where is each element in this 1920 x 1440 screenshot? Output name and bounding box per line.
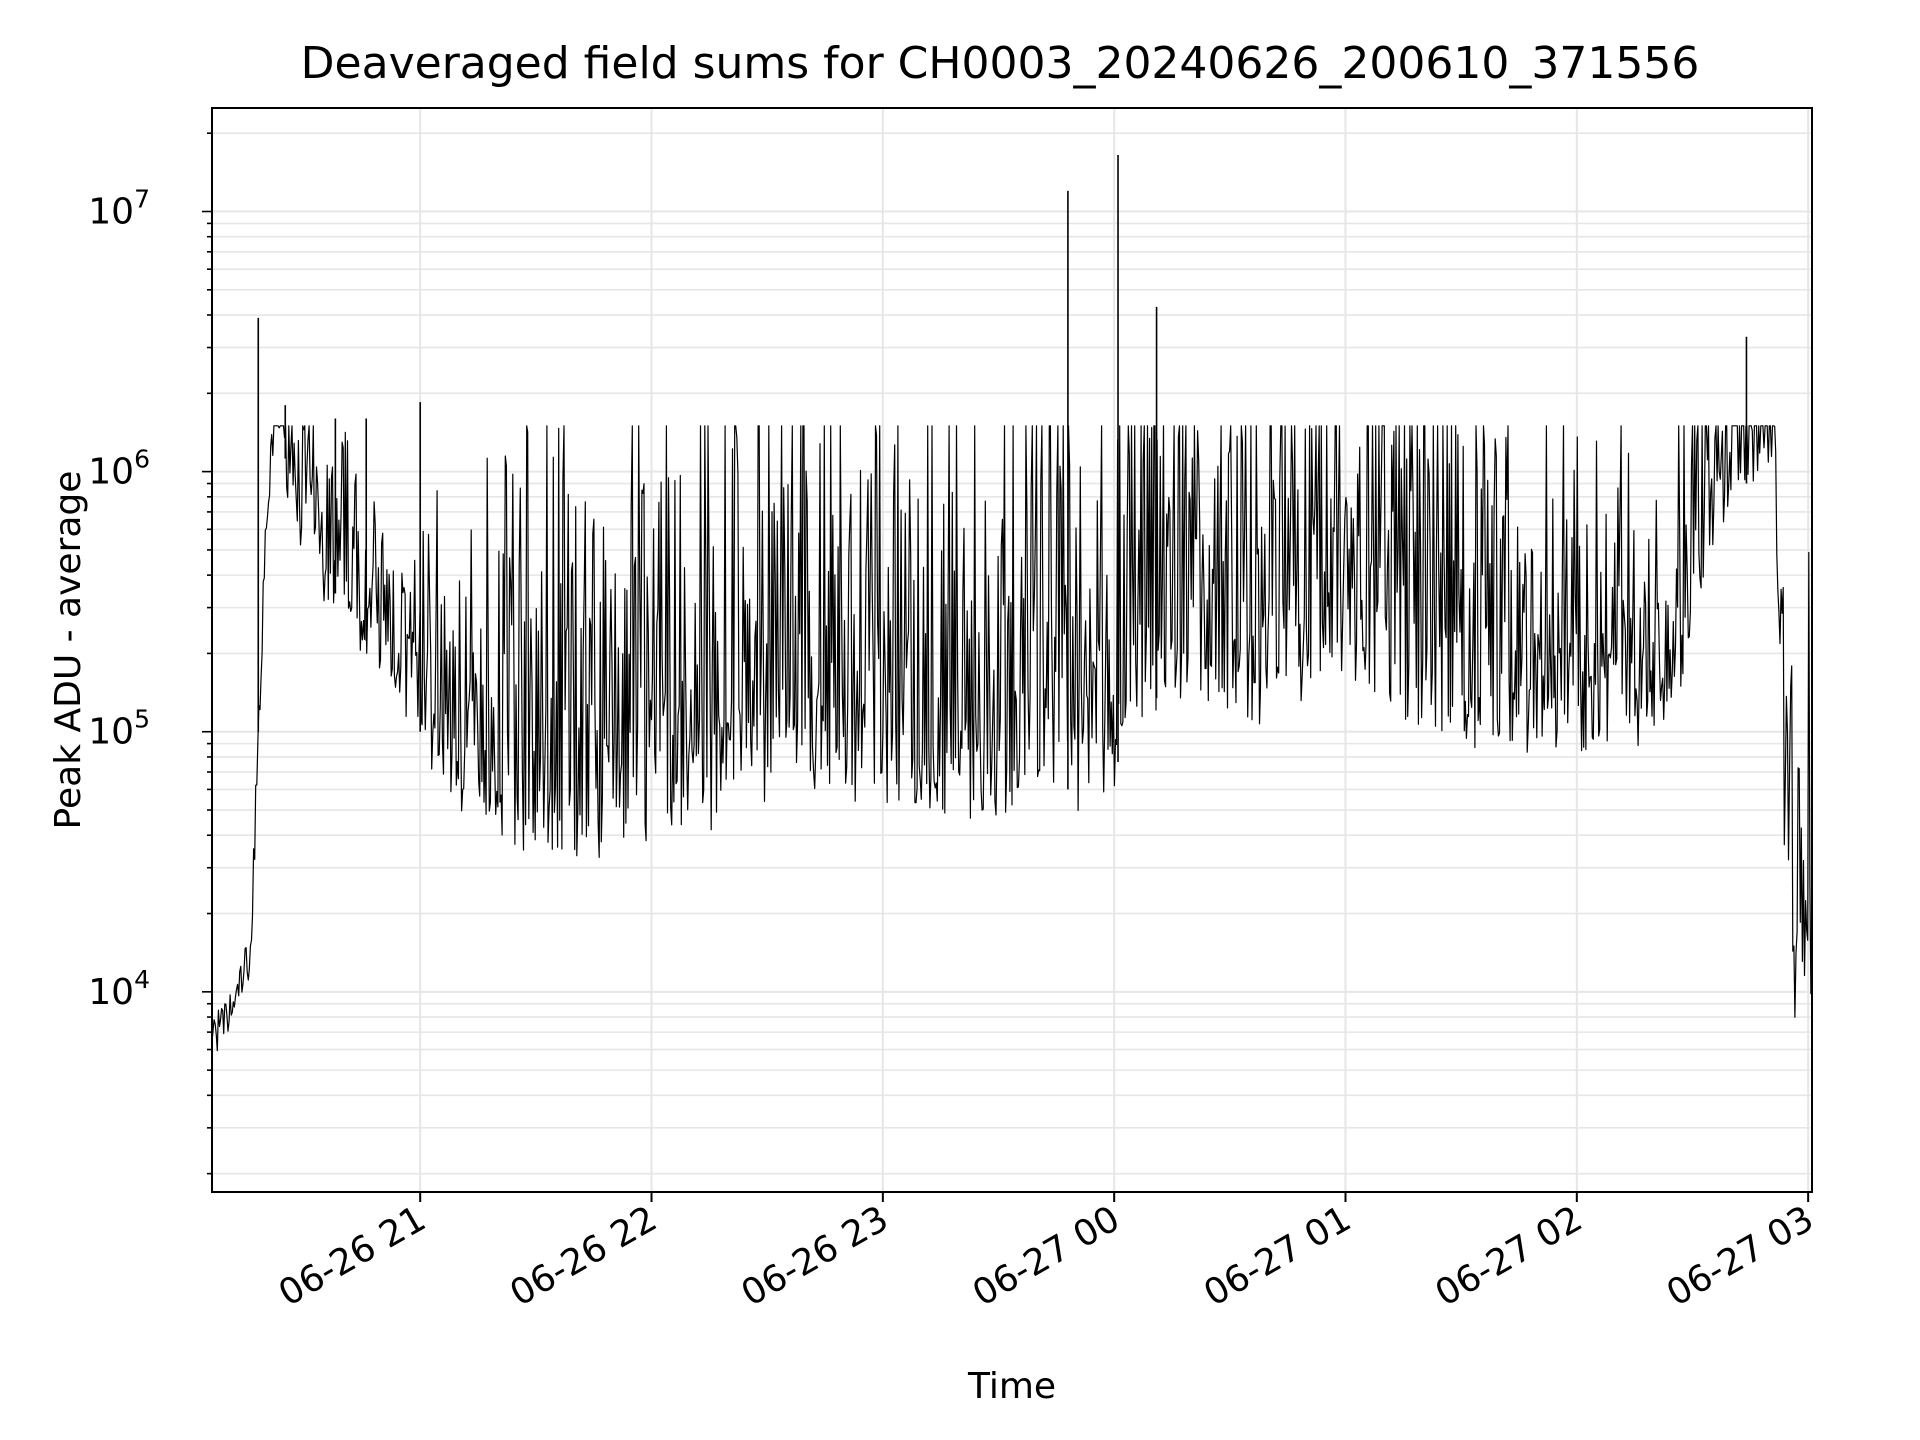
series-layer [211, 154, 1813, 1052]
y-tick-exponent: 5 [134, 705, 150, 734]
x-axis-label: Time [967, 1366, 1056, 1407]
y-tick-exponent: 4 [134, 965, 150, 994]
chart-title: Deaveraged field sums for CH0003_2024062… [301, 38, 1700, 89]
plot-frame [211, 107, 1813, 1193]
y-axis-label: Peak ADU - average [48, 471, 89, 830]
y-tick-exponent: 7 [134, 185, 150, 214]
series-line [211, 425, 1813, 1052]
y-tick-exponent: 6 [134, 445, 150, 474]
